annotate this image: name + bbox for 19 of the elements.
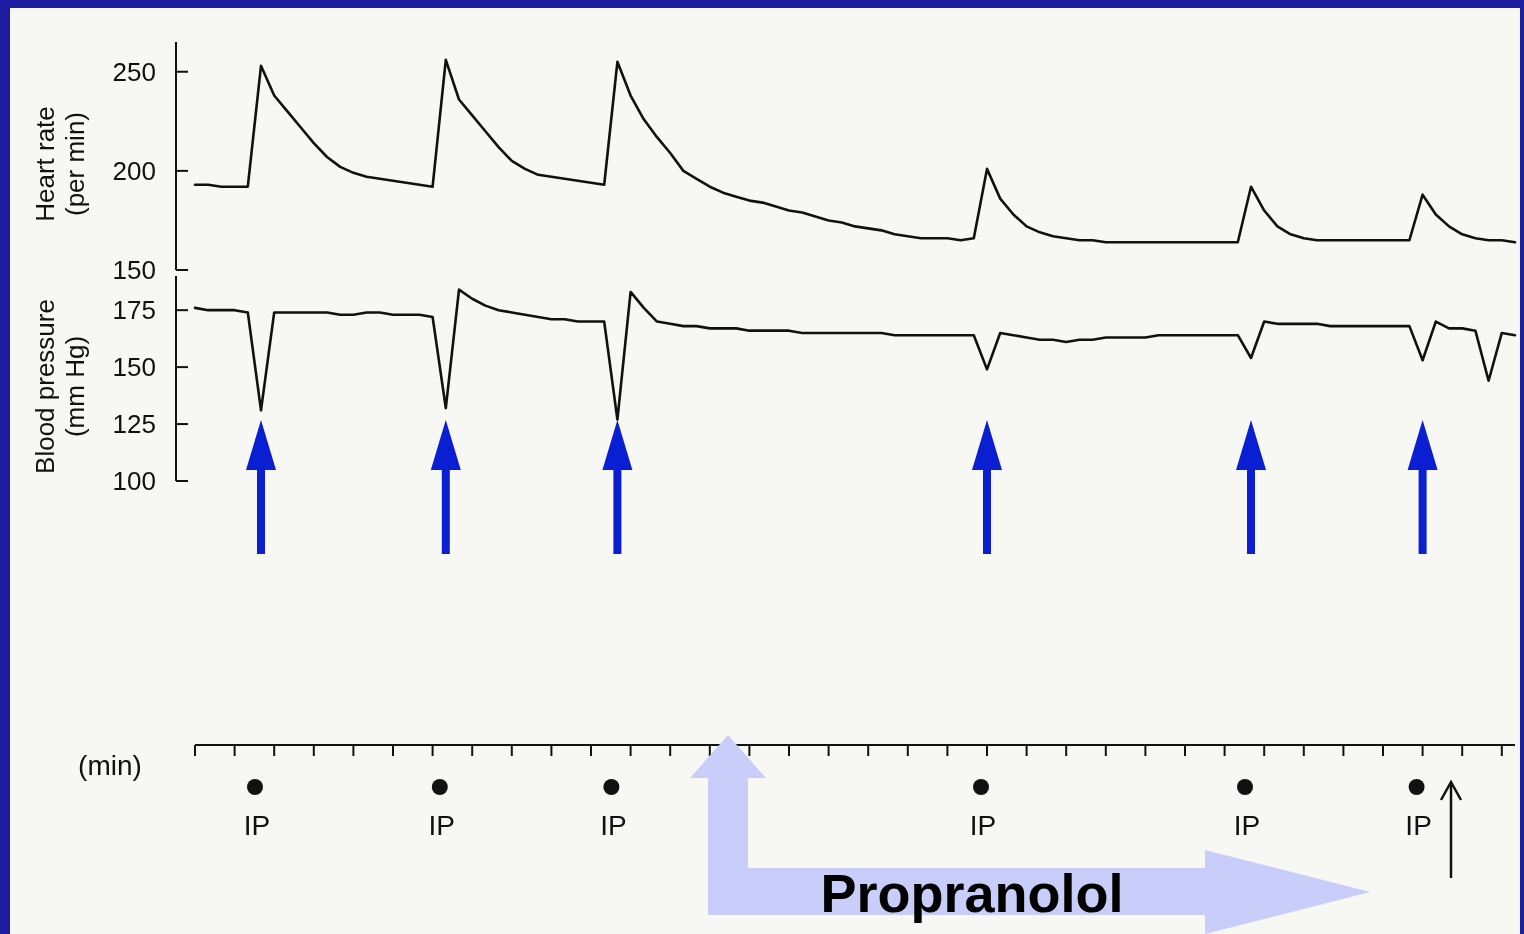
y-tick-label: 150 [112,255,156,286]
text: IP [428,810,456,841]
text: IP [600,810,627,841]
x-axis-title: (min) [78,750,142,781]
y-axis-title: Heart rate (per min) [30,106,90,222]
y-tick-label: 175 [112,295,156,326]
line-series [193,58,1517,244]
y-tick-label: 200 [112,155,156,186]
y-tick-label: 100 [112,466,156,497]
y-tick-label: 150 [112,352,156,383]
y-tick-label: 250 [112,56,156,87]
y-axis-title: Blood pressure (mm Hg) [30,299,90,474]
text: IP [1405,810,1432,841]
line-series [193,288,1517,421]
y-tick-label: 125 [112,409,156,440]
text: Propranolol [820,863,1124,923]
text: IP [1233,810,1261,841]
text: IP [969,810,997,841]
text: IP [243,810,271,841]
